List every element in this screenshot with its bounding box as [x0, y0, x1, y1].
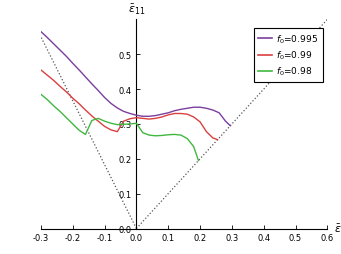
Legend: $f_0$=0.995, $f_0$=0.99, $f_0$=0.98: $f_0$=0.995, $f_0$=0.99, $f_0$=0.98	[254, 29, 323, 83]
Text: $\bar{\varepsilon}_{11}$: $\bar{\varepsilon}_{11}$	[128, 3, 145, 17]
Text: $\bar{\varepsilon}_{22}$: $\bar{\varepsilon}_{22}$	[334, 222, 341, 235]
